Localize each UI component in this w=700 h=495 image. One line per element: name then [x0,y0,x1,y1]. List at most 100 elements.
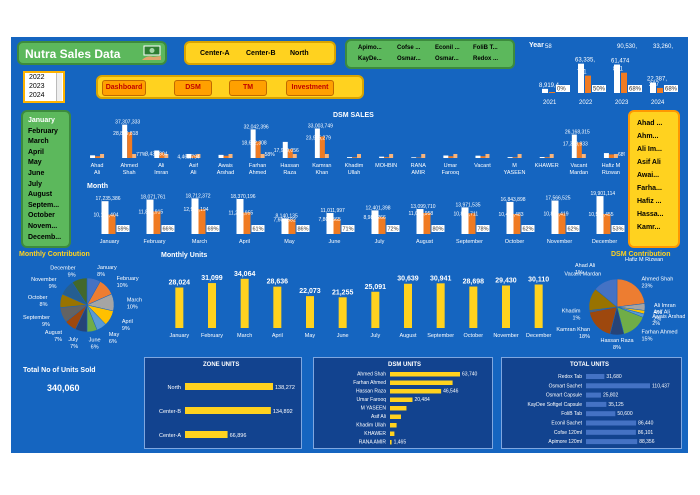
monthly-units-chart: 28,024 January 31,099 February 34,064 March 28… [169,271,552,339]
dsm-sales-bar-small [228,154,233,158]
product-option[interactable]: Redox ... [473,56,499,62]
page-title: Nutra Sales Data [25,47,121,61]
dsm-sales-bar-alt [448,156,454,158]
total-units-label: 25,802 [603,393,619,399]
year-option-2023[interactable]: 2023 [29,83,45,90]
month-pct-box [341,225,355,232]
dsm-sales-pct: 77% [136,152,147,158]
dsm-contribution-title: DSM Contribution [611,251,671,258]
dsm-option[interactable]: Ahad ... [637,120,663,127]
product-option[interactable]: KayDe... [358,56,382,62]
product-option[interactable]: Osmar... [397,56,421,62]
product-option[interactable]: Osmar... [435,56,459,62]
year-units-label: 831 [613,67,624,73]
monthly-contribution-pct: 9% [68,273,76,279]
dsm-sales-pct: 58% [265,152,276,158]
monthly-units-label: 31,099 [201,275,223,282]
dsm-option[interactable]: Farha... [637,185,662,192]
dsm-option[interactable]: Ahm... [637,133,659,140]
zone-option-center-b[interactable]: Center-B [246,50,276,57]
month-sales-bar-alt [108,214,116,234]
dsm-sales-bar-small [389,154,394,158]
month-pct-label: 80% [433,227,444,233]
nav-dsm-button[interactable]: DSM [174,80,212,96]
year-option-2022[interactable]: 2022 [29,74,45,81]
dsm-sales-axis-label: MOHBIN [375,163,397,169]
total-units-bar [586,374,605,379]
month-option[interactable]: Novem... [28,222,58,230]
nav-dashboard-button[interactable]: Dashboard [102,80,146,96]
year-sales-label: 22,387, [647,77,667,83]
monthly-contribution-label: August [45,330,63,336]
dsm-sales-bar-alt [255,141,261,158]
dsm-contribution-label: Asif Ali [653,310,670,316]
dsm-sales-bar [411,157,417,158]
dsm-units-chart: Ahmed Shah 63,740 Farhan Ahmed Hassan Raza 4… [353,372,477,446]
month-sales-bar [146,199,154,234]
product-option[interactable]: FoliB T... [473,45,498,51]
monthly-contribution-pct: 6% [91,344,99,349]
month-option[interactable]: July [28,180,43,188]
month-axis-label: May [284,239,295,245]
product-option[interactable]: Cofse ... [397,45,421,51]
dsm-option[interactable]: Hafiz ... [637,198,662,205]
dsm-sales-bar-small [100,154,105,158]
month-option[interactable]: Septem... [28,201,60,209]
product-option[interactable]: Econil ... [435,45,460,51]
dsm-units-title: DSM UNITS [388,362,421,368]
dsm-contribution-pct: 15% [641,336,652,342]
year-scrollbar[interactable] [56,73,62,101]
monthly-units-bar [469,286,478,328]
dsm-option[interactable]: Hassa... [637,211,664,218]
month-option[interactable]: October [28,212,55,220]
monthly-contribution-label: June [89,337,101,343]
dsm-contribution-label: Farhan Ahmed [641,329,677,335]
dsm-sales-axis-label-2: Arshad [217,170,234,176]
nav-investment-button[interactable]: Investment [286,80,334,96]
month-option[interactable]: March [28,138,49,146]
dsm-sales-bar-small [132,154,137,158]
monthly-units-bar [534,284,543,328]
month-option[interactable]: February [28,127,58,135]
dsm-option[interactable]: Asif Ali [637,159,661,166]
month-pct-box [521,225,535,232]
dsm-sales-bar-small [549,154,554,158]
month-pct-box [296,225,310,232]
dsm-option[interactable]: Awai... [637,172,660,179]
dsm-sales-bar-small [292,154,297,158]
dsm-units-axis-label: RANA AMIR [359,440,387,446]
zone-units-bar [185,383,273,390]
product-option[interactable]: Apimo... [358,45,382,51]
month-option[interactable]: August [28,191,53,199]
month-pct-label: 62% [568,227,579,233]
monthly-contribution-pct: 9% [49,284,57,290]
dsm-option[interactable]: Ali Im... [637,146,662,153]
month-sales-bar-alt [558,213,566,234]
nav-tm-button[interactable]: TM [229,80,267,96]
monthly-units-bar [338,297,347,328]
month-axis-label: February [143,239,165,245]
dsm-units-axis-label: Farhan Ahmed [353,380,386,386]
year-extra-label: 58 [545,44,552,50]
monthly-contribution-label: September [23,315,50,321]
month-axis-label: March [192,239,207,245]
month-sales-label-alt: 11,281,955 [229,211,254,217]
month-option[interactable]: June [28,169,45,177]
month-option[interactable]: Decemb... [28,233,62,241]
monthly-units-label: 30,941 [430,275,452,282]
year-option-2024[interactable]: 2024 [29,92,45,99]
dsm-sales-bar-alt [127,132,133,158]
month-option[interactable]: May [28,159,42,167]
year-sales-bar [578,63,584,93]
dsm-sales-bar [218,154,224,158]
dsm-option[interactable]: Kamr... [637,224,661,231]
dsm-contribution-label: Vacant Mardan [564,271,601,277]
total-units-axis-label: Econil Sachet [551,421,582,427]
zone-option-north[interactable]: North [290,50,309,57]
month-option[interactable]: April [28,148,44,156]
month-option[interactable]: January [28,117,55,124]
monthly-units-label: 30,110 [528,277,549,284]
dsm-sales-bar-small [196,154,201,158]
zone-option-center-a[interactable]: Center-A [200,50,230,57]
month-sales-bar [236,199,244,234]
